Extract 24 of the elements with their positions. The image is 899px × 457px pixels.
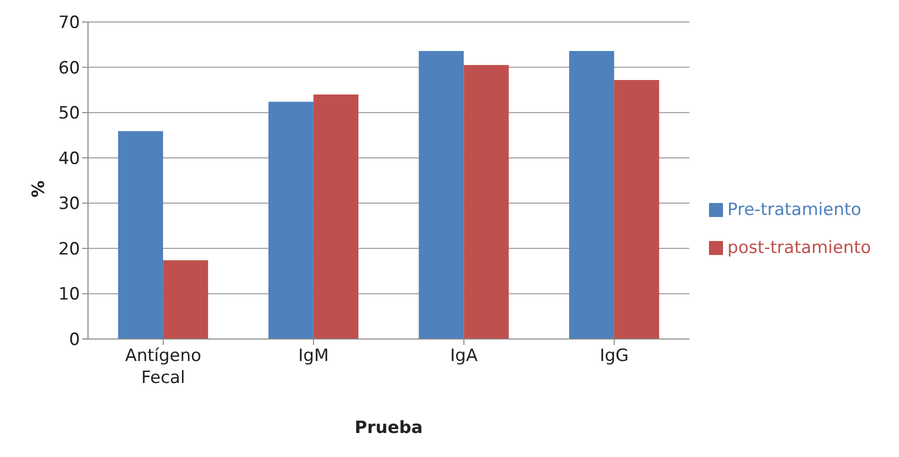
- x-tick-label: IgM: [298, 346, 329, 366]
- y-tick-label: 20: [58, 239, 80, 260]
- bar: [313, 94, 358, 339]
- bar: [569, 50, 614, 339]
- bar: [464, 65, 509, 339]
- y-tick-label: 30: [58, 194, 80, 214]
- y-tick-label: 50: [58, 104, 80, 124]
- x-tick-label: IgG: [600, 346, 629, 366]
- y-tick-label: 10: [58, 284, 80, 305]
- bar: [418, 50, 464, 339]
- bar: [268, 102, 314, 339]
- legend-label: post-tratamiento: [727, 238, 871, 258]
- bar: [163, 260, 208, 339]
- legend-label: Pre-tratamiento: [727, 200, 862, 220]
- bar: [614, 80, 660, 339]
- x-tick-label: IgA: [450, 346, 478, 366]
- bar: [118, 131, 164, 339]
- y-tick-label: 70: [58, 13, 80, 34]
- y-axis-title: %: [29, 180, 50, 198]
- y-tick-label: 0: [69, 330, 80, 350]
- y-tick-label: 40: [58, 148, 80, 169]
- x-axis-title: Prueba: [354, 418, 423, 438]
- y-tick-label: 60: [58, 58, 80, 78]
- x-tick-label: Antígeno Fecal: [125, 346, 202, 388]
